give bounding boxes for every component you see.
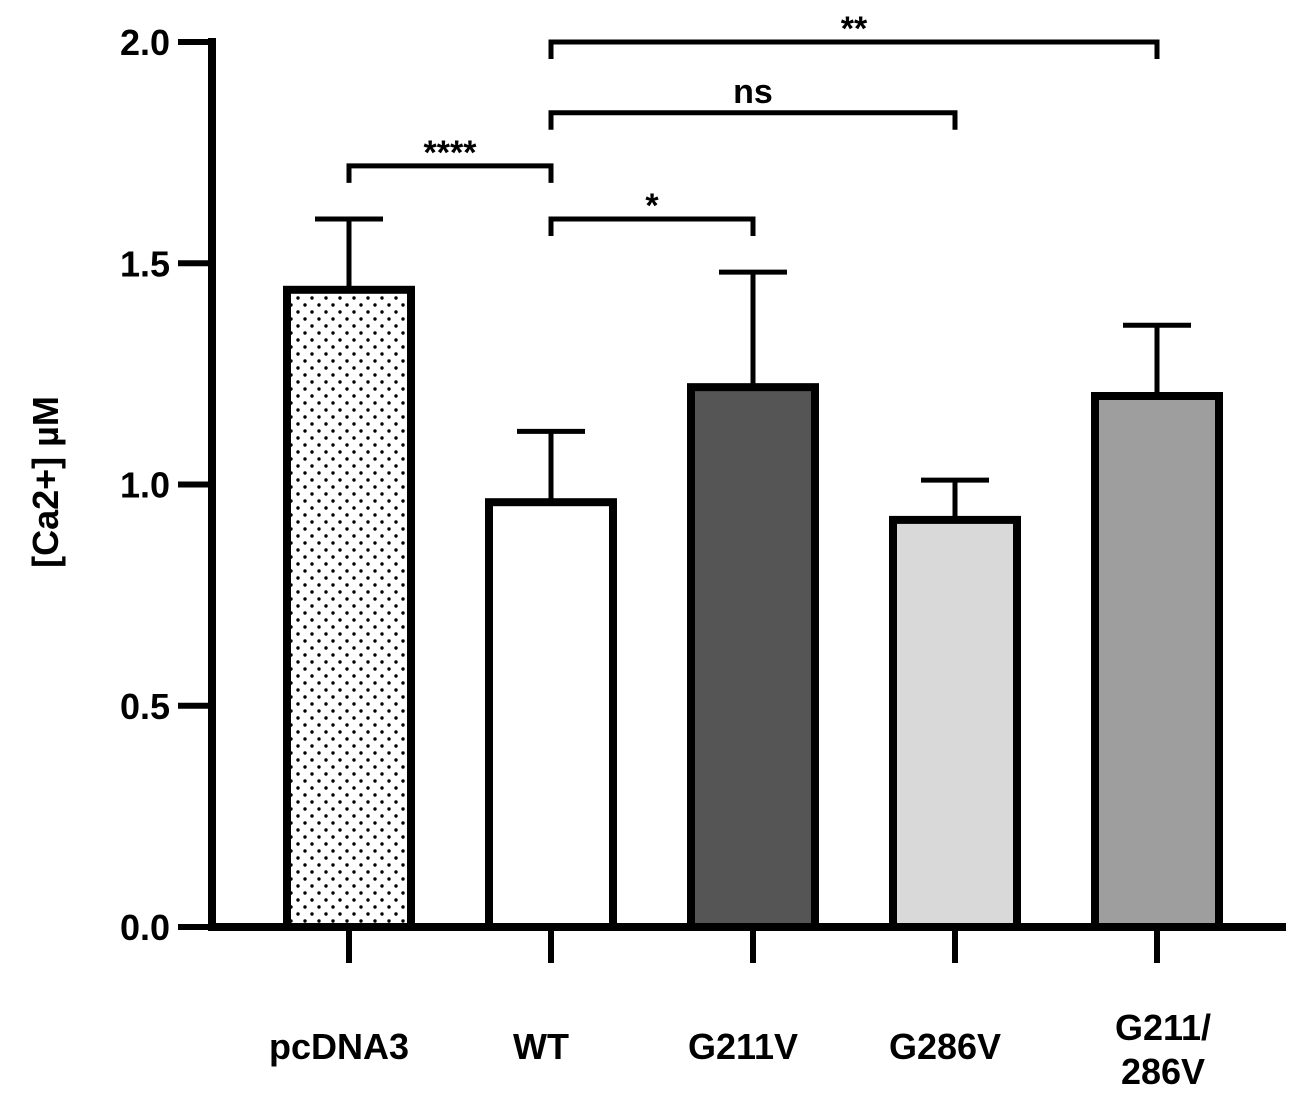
significance-bracket-2 [548, 110, 958, 130]
x-tick-label-line: WT [513, 1026, 569, 1067]
y-tick-label-1: 0.5 [120, 686, 170, 727]
x-tick-label-line: G211V [688, 1026, 798, 1067]
bar-3 [889, 515, 1021, 932]
significance-label-2: ns [733, 73, 773, 111]
x-tick-label-line: pcDNA3 [269, 1026, 409, 1067]
x-tick-label-line: 286V [1121, 1051, 1205, 1092]
y-axis-title: [Ca2+] µM [25, 396, 66, 568]
x-tick-label-3: G286V [889, 1026, 1001, 1067]
y-tick-label-4: 2.0 [120, 22, 170, 63]
significance-bracket-0 [346, 163, 554, 183]
y-tick-label-3: 1.5 [120, 243, 170, 284]
x-tick-label-line: G286V [889, 1026, 1001, 1067]
bar-2 [687, 383, 819, 931]
significance-bracket-3 [548, 39, 1160, 59]
y-tick-label-2: 1.0 [120, 465, 170, 506]
significance-bracket-1 [548, 216, 756, 236]
significance-label-3: ** [841, 10, 868, 48]
bar-1 [485, 498, 617, 931]
x-tick-label-0: pcDNA3 [269, 1026, 409, 1067]
x-tick-label-line: G211/ [1115, 1007, 1211, 1048]
significance-label-1: * [645, 187, 659, 225]
y-tick-label-0: 0.0 [120, 907, 170, 948]
x-tick-label-4: G211/286V [1115, 1007, 1211, 1092]
bar-0 [283, 285, 415, 931]
significance-label-0: **** [424, 134, 478, 172]
bar-4 [1091, 392, 1223, 931]
x-tick-label-2: G211V [688, 1026, 798, 1067]
x-tick-label-1: WT [513, 1026, 569, 1067]
